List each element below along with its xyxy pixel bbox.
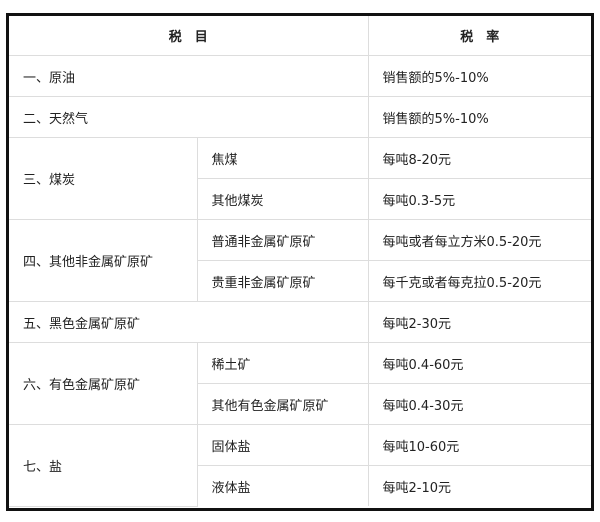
table-row: 二、天然气 销售额的5%-10%	[9, 96, 592, 138]
tax-table-frame: 税 目 税 率 一、原油 销售额的5%-10% 二、天然气 销售额的5%-10%…	[6, 13, 594, 511]
sub-item-cell: 其他有色金属矿原矿	[197, 383, 369, 425]
item-cell: 六、有色金属矿原矿	[9, 342, 198, 425]
item-cell: 二、天然气	[9, 96, 369, 138]
resource-tax-table: 税 目 税 率 一、原油 销售额的5%-10% 二、天然气 销售额的5%-10%…	[9, 16, 592, 507]
table-row: 液体盐 每吨2-10元	[9, 465, 592, 506]
table-row: 七、盐 固体盐 每吨10-60元	[9, 424, 592, 507]
table-row: 四、其他非金属矿原矿 普通非金属矿原矿 每吨或者每立方米0.5-20元	[9, 219, 592, 302]
item-cell: 三、煤炭	[9, 137, 198, 220]
table-row: 三、煤炭 焦煤 每吨8-20元	[9, 137, 592, 220]
sub-item-cell: 液体盐	[197, 465, 369, 506]
rate-cell: 每吨0.3-5元	[367, 178, 592, 220]
table-row: 其他煤炭 每吨0.3-5元	[9, 178, 592, 220]
rate-cell: 销售额的5%-10%	[367, 55, 592, 97]
rate-cell: 每吨2-30元	[367, 301, 592, 343]
sub-item-cell: 焦煤	[196, 137, 369, 179]
rate-cell: 销售额的5%-10%	[367, 96, 592, 138]
item-cell: 五、黑色金属矿原矿	[9, 301, 369, 343]
table-row: 五、黑色金属矿原矿 每吨2-30元	[9, 301, 592, 343]
item-cell: 一、原油	[9, 55, 369, 97]
sub-item-cell: 普通非金属矿原矿	[196, 219, 369, 261]
item-cell: 七、盐	[9, 424, 198, 507]
table-row: 六、有色金属矿原矿 稀土矿 每吨0.4-60元	[9, 342, 592, 425]
sub-item-cell: 其他煤炭	[197, 178, 369, 220]
rate-cell: 每吨10-60元	[367, 424, 592, 466]
sub-item-cell: 贵重非金属矿原矿	[197, 260, 369, 302]
sub-item-cell: 稀土矿	[196, 342, 369, 384]
rate-cell: 每吨2-10元	[367, 465, 592, 506]
rate-cell: 每千克或者每克拉0.5-20元	[367, 260, 592, 302]
sub-item-cell: 固体盐	[196, 424, 369, 466]
rate-cell: 每吨或者每立方米0.5-20元	[367, 219, 592, 261]
rate-cell: 每吨8-20元	[367, 137, 592, 179]
item-cell: 四、其他非金属矿原矿	[9, 219, 198, 302]
rate-cell: 每吨0.4-60元	[367, 342, 592, 384]
header-row: 税 目 税 率	[9, 16, 592, 56]
table-row: 一、原油 销售额的5%-10%	[9, 55, 592, 97]
header-item: 税 目	[9, 16, 369, 56]
rate-cell: 每吨0.4-30元	[367, 383, 592, 425]
header-rate: 税 率	[367, 16, 592, 56]
